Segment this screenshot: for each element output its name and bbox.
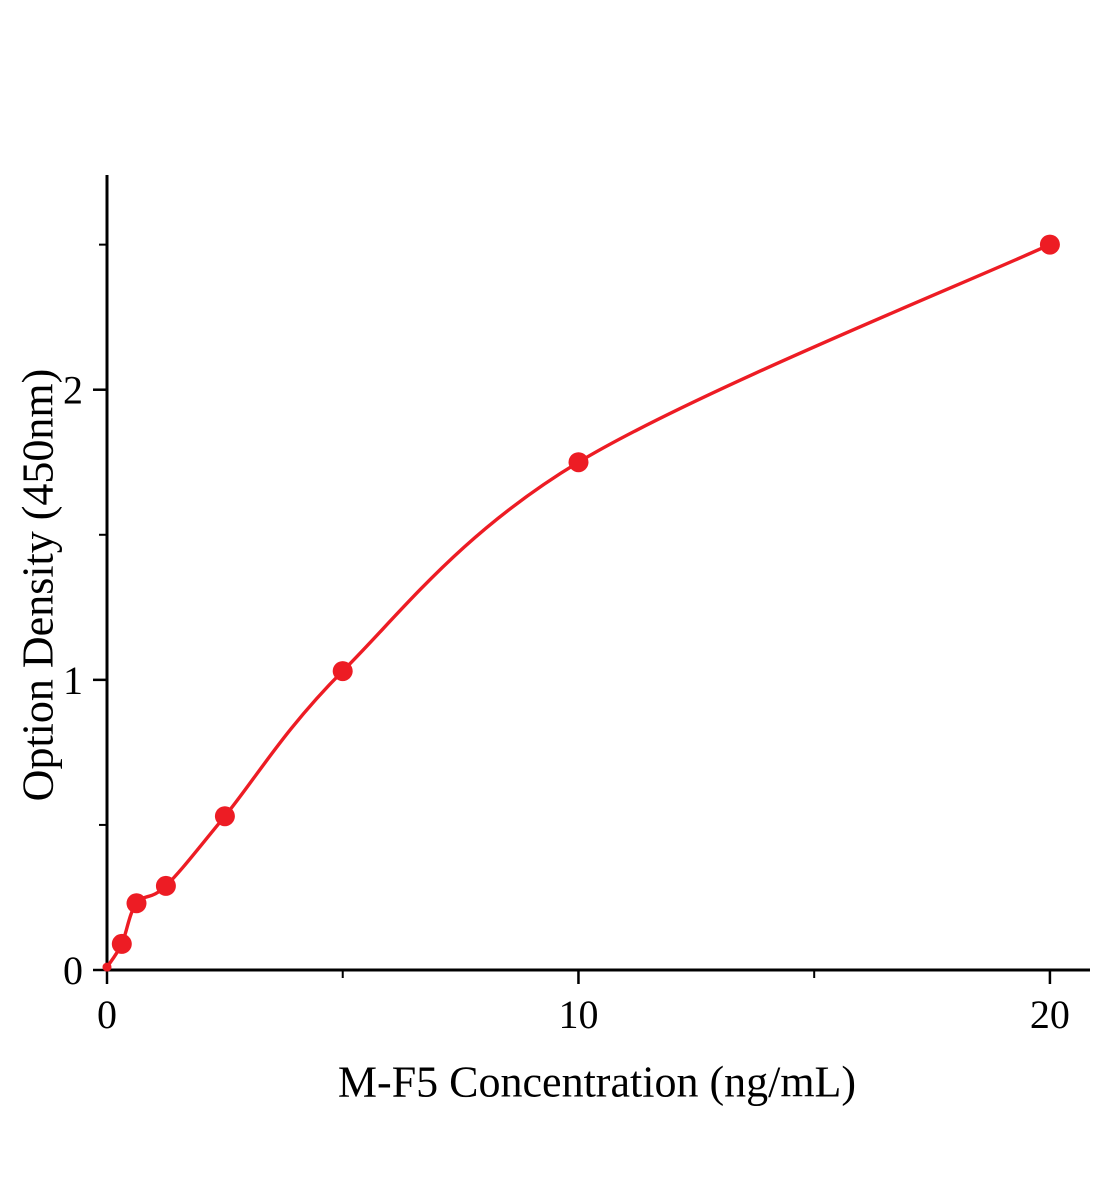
standard-curve-line — [105, 242, 1052, 969]
data-point — [102, 962, 112, 972]
x-tick-label: 10 — [558, 992, 598, 1037]
data-point — [1039, 234, 1060, 255]
data-point — [214, 806, 235, 827]
y-tick-label: 2 — [63, 368, 83, 413]
data-point — [568, 452, 589, 473]
y-tick-label: 1 — [63, 658, 83, 703]
data-point — [126, 893, 147, 914]
data-point — [111, 933, 132, 954]
x-tick-label: 20 — [1030, 992, 1070, 1037]
x-tick-label: 0 — [97, 992, 117, 1037]
x-axis-title: M-F5 Concentration (ng/mL) — [337, 1057, 857, 1107]
data-point — [155, 875, 176, 896]
data-point — [332, 661, 353, 682]
y-tick-label: 0 — [63, 948, 83, 993]
y-axis-title: Option Density (450nm) — [13, 368, 63, 802]
